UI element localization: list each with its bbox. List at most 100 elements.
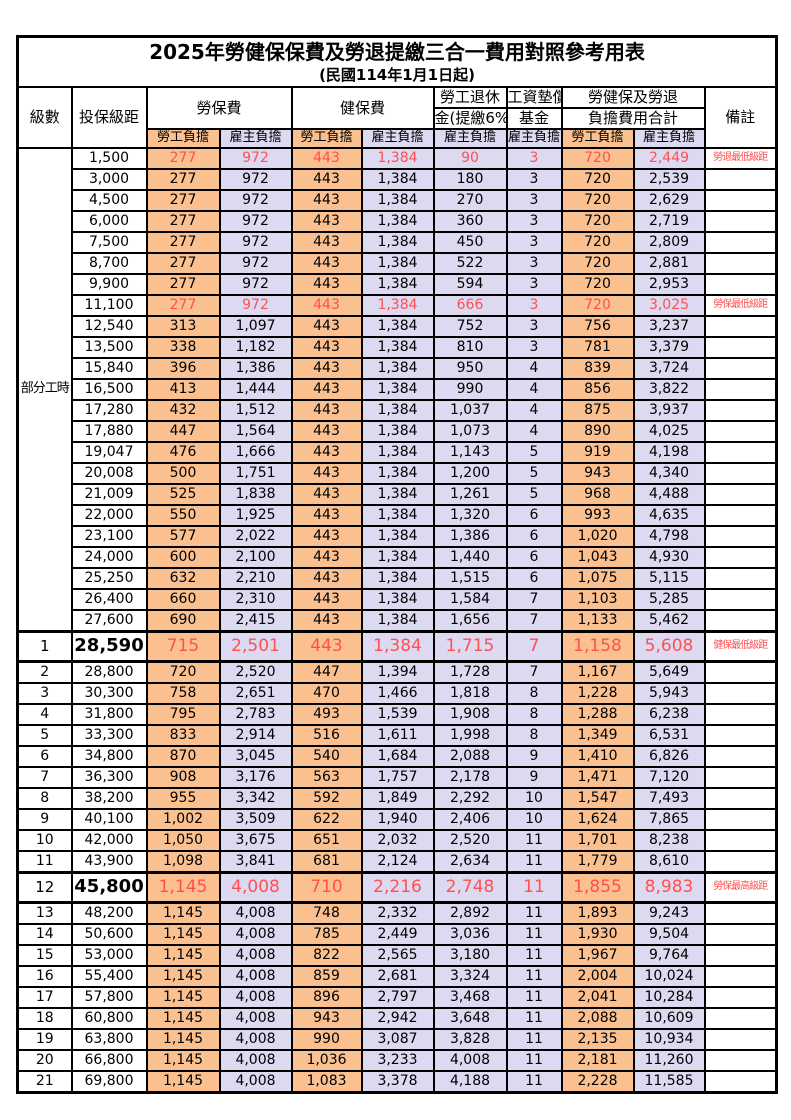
cell-note xyxy=(703,189,778,212)
table-row: 2 28,800 720 2,520 447 1,394 1,728 7 1,167 5,649 xyxy=(16,660,778,684)
header-total-line2: 負擔費用合計 xyxy=(560,107,706,130)
cell-pension-er: 3,324 xyxy=(432,965,508,988)
cell-total-emp: 1,075 xyxy=(560,567,635,590)
cell-health-emp: 493 xyxy=(290,703,363,726)
cell-level: 20 xyxy=(16,1049,73,1072)
cell-labor-er: 2,501 xyxy=(218,630,293,663)
cell-total-emp: 856 xyxy=(560,378,635,401)
cell-total-emp: 720 xyxy=(560,294,635,317)
cell-labor-emp: 600 xyxy=(145,546,221,569)
cell-health-er: 1,384 xyxy=(360,357,435,380)
cell-bracket: 55,400 xyxy=(70,965,148,988)
cell-pension-er: 1,261 xyxy=(432,483,508,506)
cell-health-er: 2,942 xyxy=(360,1007,435,1030)
table-row: 27,600 690 2,415 443 1,384 1,656 7 1,133 5,462 xyxy=(18,609,778,633)
cell-labor-er: 1,838 xyxy=(218,483,293,506)
cell-pension-er: 2,292 xyxy=(432,787,508,810)
cell-labor-emp: 313 xyxy=(145,315,221,338)
cell-labor-er: 4,008 xyxy=(218,1049,293,1072)
cell-labor-emp: 1,002 xyxy=(145,808,221,831)
cell-level: 8 xyxy=(16,787,73,810)
cell-health-emp: 592 xyxy=(290,787,363,810)
cell-note xyxy=(703,944,778,967)
cell-labor-emp: 277 xyxy=(145,189,221,212)
cell-fund-er: 11 xyxy=(505,871,563,904)
header-labor-insurance: 勞保費 xyxy=(145,86,293,130)
table-row: 17,880 447 1,564 443 1,384 1,073 4 890 4,025 xyxy=(18,420,778,443)
cell-total-er: 2,953 xyxy=(632,273,706,296)
cell-total-er: 2,629 xyxy=(632,189,706,212)
cell-health-er: 1,384 xyxy=(360,441,435,464)
table-row: 17 57,800 1,145 4,008 896 2,797 3,468 11 2,041 10… xyxy=(16,986,778,1009)
page-title: 2025年勞健保保費及勞退提繳三合一費用對照參考用表 xyxy=(149,40,645,64)
table-row: 1 28,590 715 2,501 443 1,384 1,715 7 1,158 5,608 健… xyxy=(16,630,778,663)
cell-health-er: 1,384 xyxy=(360,378,435,401)
cell-fund-er: 5 xyxy=(505,462,563,485)
cell-health-emp: 443 xyxy=(290,294,363,317)
cell-total-emp: 875 xyxy=(560,399,635,422)
cell-health-er: 2,449 xyxy=(360,923,435,946)
cell-labor-er: 3,841 xyxy=(218,850,293,874)
cell-total-er: 2,449 xyxy=(632,147,706,170)
cell-health-emp: 1,036 xyxy=(290,1049,363,1072)
cell-health-emp: 681 xyxy=(290,850,363,874)
cell-pension-er: 3,468 xyxy=(432,986,508,1009)
cell-bracket: 11,100 xyxy=(70,294,148,317)
cell-labor-emp: 1,145 xyxy=(145,1007,221,1030)
cell-note xyxy=(703,766,778,789)
cell-labor-er: 3,045 xyxy=(218,745,293,768)
cell-health-emp: 443 xyxy=(290,462,363,485)
cell-total-emp: 943 xyxy=(560,462,635,485)
cell-pension-er: 1,584 xyxy=(432,588,508,611)
cell-health-emp: 990 xyxy=(290,1028,363,1051)
subheader-wage-fund-employer: 雇主負擔 xyxy=(505,128,563,149)
cell-pension-er: 990 xyxy=(432,378,508,401)
cell-pension-er: 522 xyxy=(432,252,508,275)
cell-labor-er: 4,008 xyxy=(218,986,293,1009)
table-row: 20 66,800 1,145 4,008 1,036 3,233 4,008 11 2,181… xyxy=(16,1049,778,1072)
cell-health-er: 1,539 xyxy=(360,703,435,726)
cell-labor-emp: 690 xyxy=(145,609,221,633)
cell-labor-er: 1,182 xyxy=(218,336,293,359)
table-row: 3 30,300 758 2,651 470 1,466 1,818 8 1,228 5,943 xyxy=(16,682,778,705)
cell-note xyxy=(703,724,778,747)
cell-labor-emp: 396 xyxy=(145,357,221,380)
cell-total-er: 4,930 xyxy=(632,546,706,569)
cell-bracket: 50,600 xyxy=(70,923,148,946)
table-row: 6 34,800 870 3,045 540 1,684 2,088 9 1,410 6,826 xyxy=(16,745,778,768)
cell-note xyxy=(703,567,778,590)
table-row: 7 36,300 908 3,176 563 1,757 2,178 9 1,471 7,120 xyxy=(16,766,778,789)
cell-health-er: 2,216 xyxy=(360,871,435,904)
cell-pension-er: 1,715 xyxy=(432,630,508,663)
cell-total-emp: 1,349 xyxy=(560,724,635,747)
page-subtitle: (民國114年1月1日起) xyxy=(319,66,475,84)
cell-fund-er: 3 xyxy=(505,273,563,296)
cell-total-emp: 968 xyxy=(560,483,635,506)
cell-total-er: 4,635 xyxy=(632,504,706,527)
cell-total-er: 4,340 xyxy=(632,462,706,485)
cell-labor-er: 1,444 xyxy=(218,378,293,401)
cell-total-emp: 1,855 xyxy=(560,871,635,904)
cell-labor-emp: 833 xyxy=(145,724,221,747)
cell-total-emp: 720 xyxy=(560,273,635,296)
cell-health-emp: 443 xyxy=(290,567,363,590)
cell-note xyxy=(703,1028,778,1051)
cell-total-emp: 720 xyxy=(560,231,635,254)
cell-pension-er: 2,520 xyxy=(432,829,508,852)
cell-total-er: 7,120 xyxy=(632,766,706,789)
cell-total-er: 5,115 xyxy=(632,567,706,590)
cell-fund-er: 3 xyxy=(505,294,563,317)
cell-level: 6 xyxy=(16,745,73,768)
cell-note xyxy=(703,525,778,548)
cell-health-er: 1,384 xyxy=(360,588,435,611)
cell-health-emp: 651 xyxy=(290,829,363,852)
cell-bracket: 28,800 xyxy=(70,660,148,684)
cell-health-er: 1,684 xyxy=(360,745,435,768)
cell-total-er: 3,822 xyxy=(632,378,706,401)
cell-pension-er: 1,073 xyxy=(432,420,508,443)
title-row: 2025年勞健保保費及勞退提繳三合一費用對照參考用表 (民國114年1月1日起) xyxy=(16,35,778,88)
cell-labor-er: 1,097 xyxy=(218,315,293,338)
cell-level: 9 xyxy=(16,808,73,831)
cell-total-er: 3,379 xyxy=(632,336,706,359)
cell-total-er: 2,719 xyxy=(632,210,706,233)
